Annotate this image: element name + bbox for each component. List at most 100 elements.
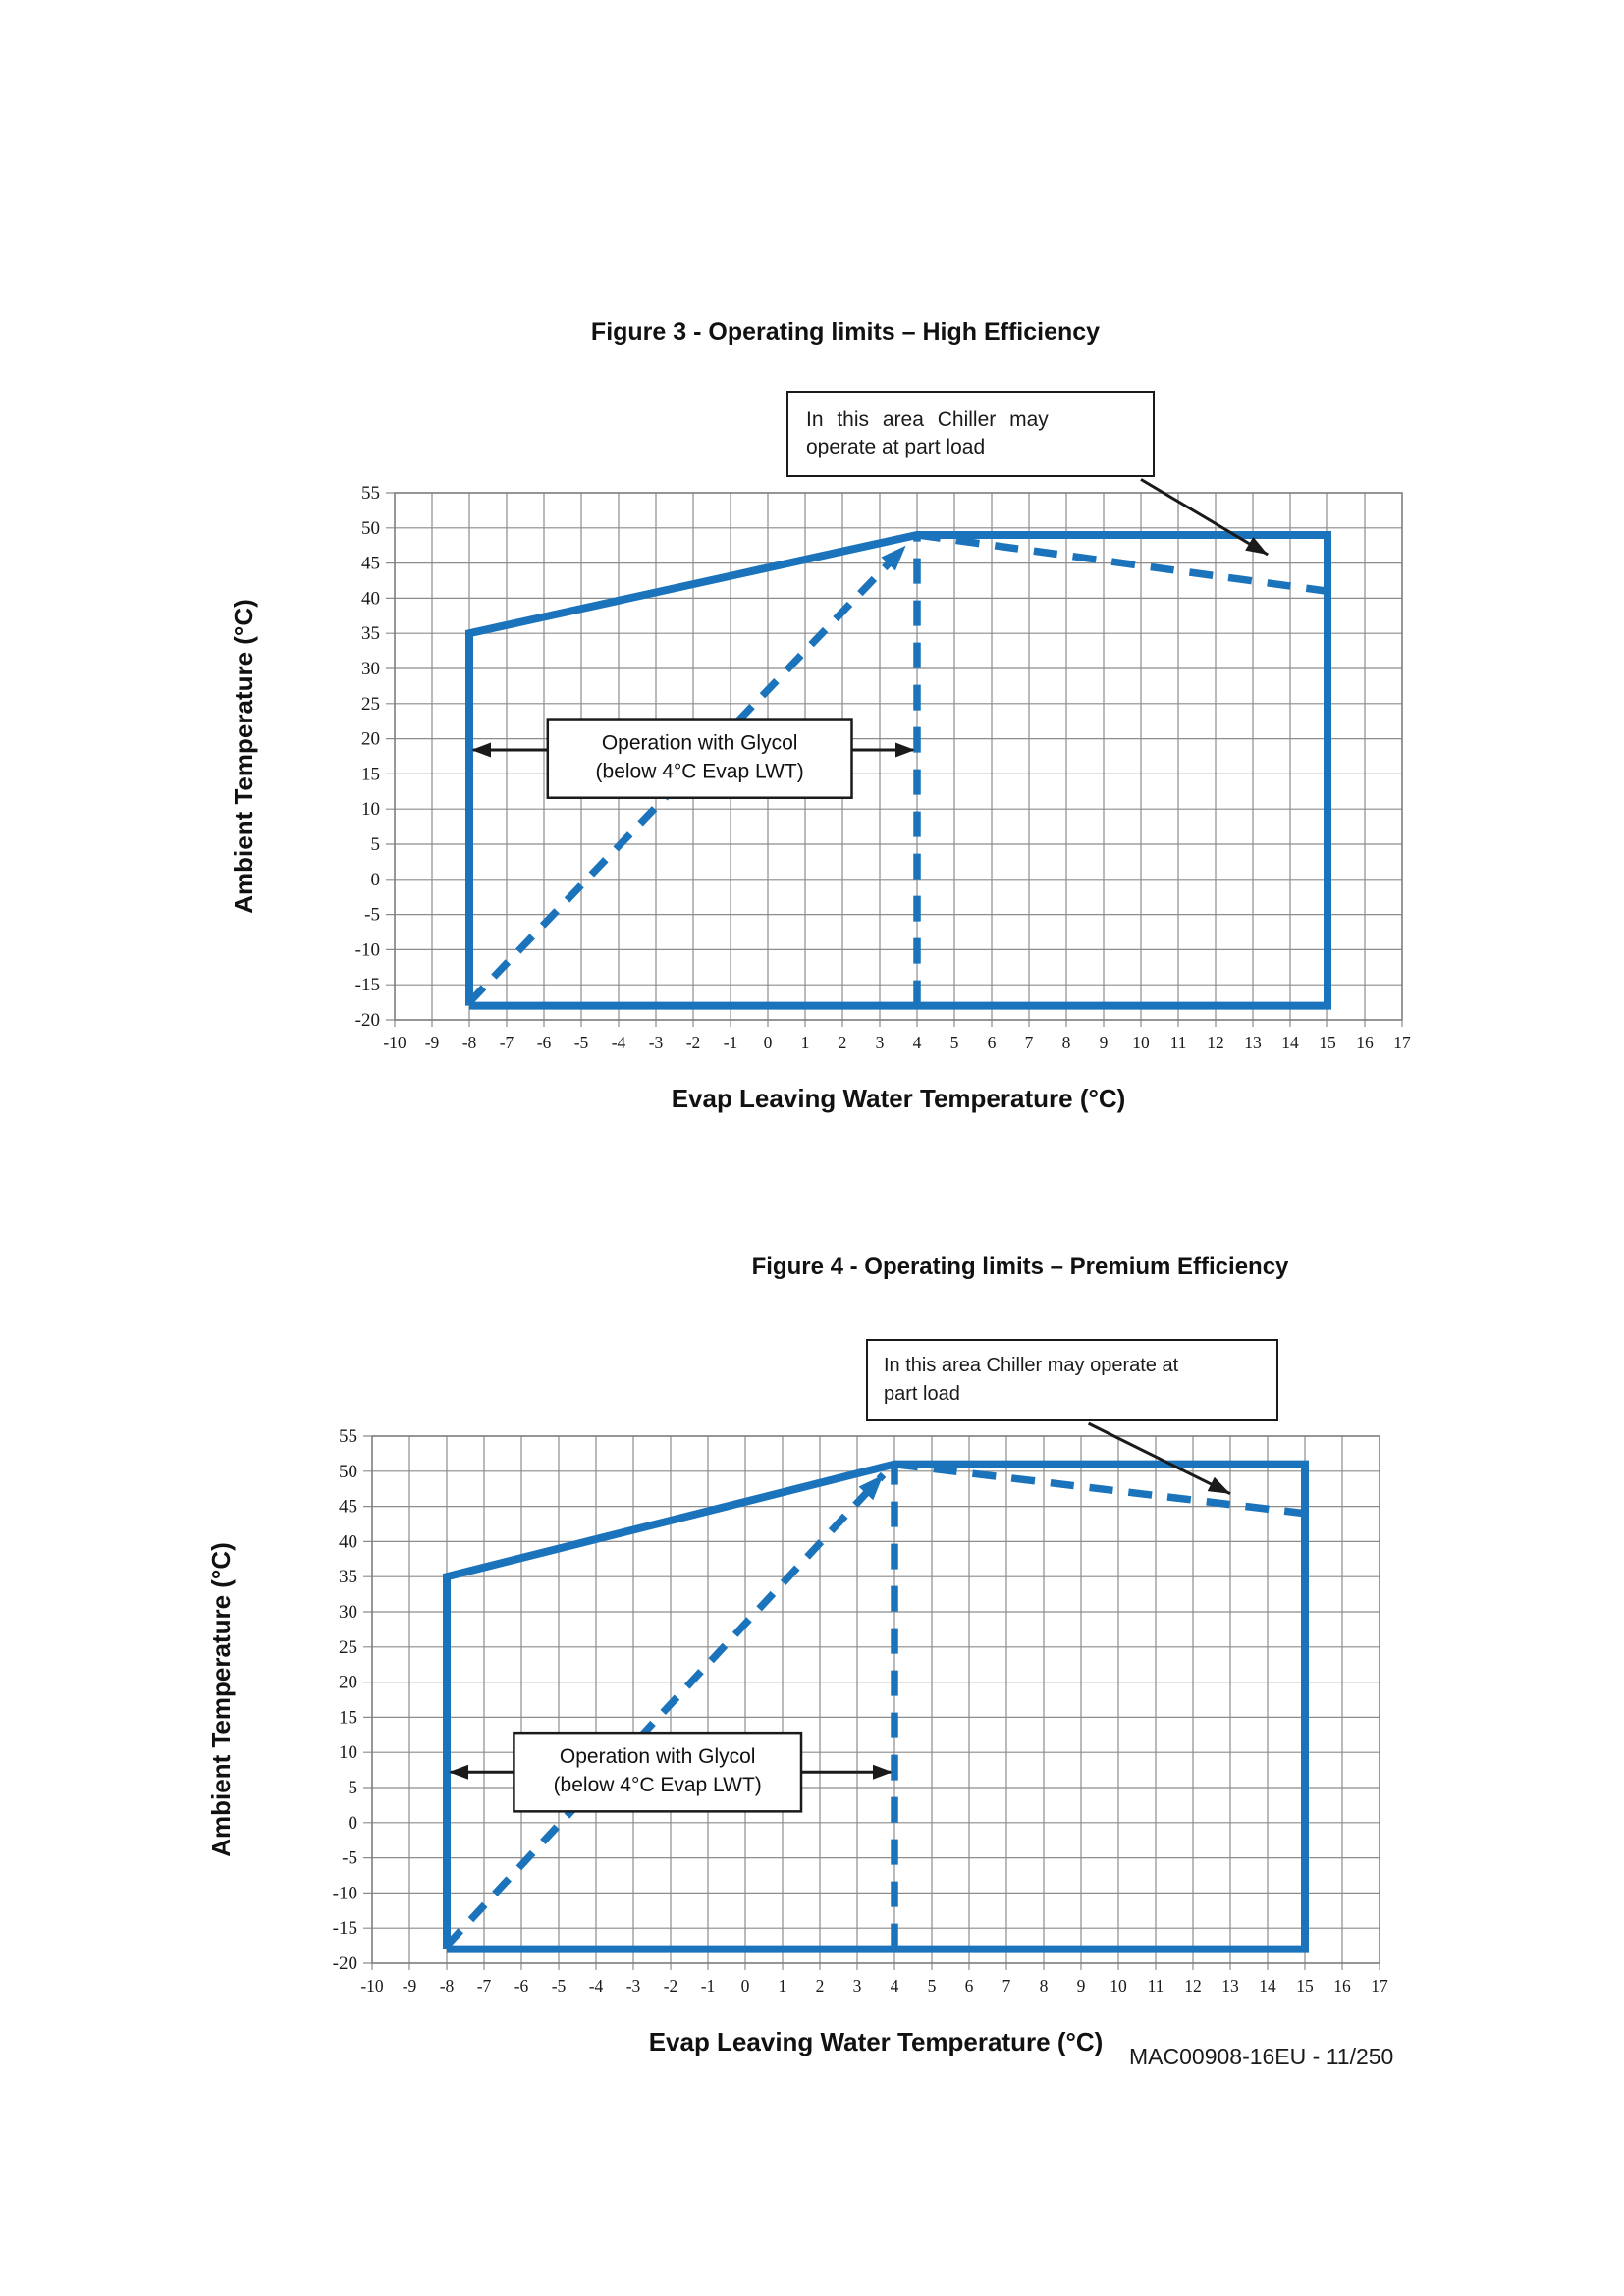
x-tick-label: -2 — [664, 1976, 678, 1996]
figure3-title: Figure 3 - Operating limits – High Effic… — [590, 318, 1101, 346]
y-tick-label: -10 — [333, 1883, 357, 1903]
glycol-box-text: Operation with Glycol — [602, 732, 798, 755]
series-arrowhead — [858, 1474, 884, 1501]
y-tick-label: 5 — [349, 1778, 358, 1798]
y-tick-label: 50 — [339, 1462, 357, 1482]
plot-border — [394, 492, 1403, 1021]
figure4-callout-box: In this area Chiller may operate at part… — [866, 1339, 1278, 1421]
y-tick-label: -5 — [342, 1848, 357, 1869]
glycol-box-text: (below 4°C Evap LWT) — [554, 1774, 762, 1796]
x-tick-label: 3 — [876, 1033, 885, 1052]
figure3-callout-box: In this area Chiller may operate at part… — [786, 391, 1155, 477]
x-tick-label: 9 — [1100, 1033, 1109, 1052]
y-tick-label: 15 — [361, 764, 380, 784]
x-tick-label: -5 — [552, 1976, 567, 1996]
series-part-load-limit — [916, 531, 1328, 595]
y-tick-label: 45 — [361, 554, 380, 574]
y-tick-label: 30 — [361, 659, 380, 679]
x-tick-label: -10 — [360, 1976, 384, 1996]
x-tick-label: -4 — [589, 1976, 604, 1996]
glycol-arrow-left-head — [449, 1764, 468, 1780]
y-tick-label: 55 — [361, 483, 380, 504]
callout-arrow-head — [1207, 1476, 1230, 1494]
x-tick-label: 1 — [779, 1976, 787, 1996]
x-tick-label: 11 — [1170, 1033, 1187, 1052]
figure4-title: Figure 4 - Operating limits – Premium Ef… — [751, 1254, 1289, 1280]
y-tick-label: 40 — [361, 588, 380, 609]
x-tick-label: 5 — [928, 1976, 937, 1996]
x-tick-label: -7 — [477, 1976, 492, 1996]
y-tick-label: 20 — [339, 1673, 357, 1693]
y-axis-label: Ambient Temperature (°C) — [206, 1542, 236, 1857]
x-tick-label: -2 — [686, 1033, 701, 1052]
x-tick-label: -10 — [383, 1033, 406, 1052]
x-tick-label: 13 — [1244, 1033, 1262, 1052]
series-part-load-limit — [893, 1460, 1306, 1518]
x-tick-label: 13 — [1221, 1976, 1239, 1996]
x-tick-label: 17 — [1371, 1976, 1388, 1996]
x-tick-label: 8 — [1040, 1976, 1049, 1996]
x-tick-label: -1 — [724, 1033, 738, 1052]
glycol-box — [546, 718, 853, 799]
y-tick-label: 0 — [349, 1813, 358, 1834]
grid — [386, 492, 1403, 1027]
y-tick-label: 45 — [339, 1497, 357, 1518]
grid — [363, 1435, 1380, 1970]
series-arrowhead — [881, 545, 906, 571]
y-tick-label: 35 — [361, 623, 380, 644]
x-tick-label: -6 — [514, 1976, 529, 1996]
x-tick-label: -5 — [574, 1033, 589, 1052]
y-axis-label: Ambient Temperature (°C) — [229, 599, 258, 914]
x-tick-label: 17 — [1393, 1033, 1411, 1052]
x-tick-labels: -10 -9 -8 -7 -6 -5 -4 -3 -2 -1 0 1 2 3 4 5 6 7 8 9 10 11 12 13 1… — [360, 1976, 1388, 1996]
y-tick-label: -15 — [355, 975, 380, 995]
x-tick-label: 2 — [839, 1033, 847, 1052]
x-tick-label: 4 — [891, 1976, 899, 1996]
callout-text-line: In this area Chiller may — [806, 408, 1049, 431]
y-tick-label: 10 — [361, 799, 380, 820]
series-operating-envelope — [465, 530, 1331, 1010]
y-tick-label: -10 — [355, 939, 380, 960]
glycol-arrow-right-head — [895, 742, 915, 758]
callout-text-line: operate at part load — [806, 436, 986, 458]
x-axis-label: Evap Leaving Water Temperature (°C) — [649, 2027, 1104, 2056]
x-tick-label: 5 — [950, 1033, 959, 1052]
x-tick-label: 16 — [1333, 1976, 1351, 1996]
y-tick-label: 25 — [339, 1637, 357, 1658]
x-tick-label: 9 — [1077, 1976, 1086, 1996]
glycol-arrow-left-head — [471, 742, 491, 758]
x-tick-label: 14 — [1259, 1976, 1276, 1996]
x-tick-label: -6 — [537, 1033, 552, 1052]
callout-arrow — [1140, 478, 1269, 557]
x-tick-label: -3 — [649, 1033, 664, 1052]
callout-arrow — [1087, 1421, 1231, 1496]
glycol-box — [513, 1731, 803, 1813]
y-tick-label: 30 — [339, 1602, 357, 1623]
x-tick-label: 4 — [913, 1033, 922, 1052]
x-tick-label: -1 — [701, 1976, 716, 1996]
x-tick-label: 6 — [965, 1976, 974, 1996]
y-tick-label: 20 — [361, 729, 380, 750]
x-tick-labels: -10 -9 -8 -7 -6 -5 -4 -3 -2 -1 0 1 2 3 4 5 6 7 8 9 10 11 12 13 1… — [383, 1033, 1411, 1052]
y-tick-label: 50 — [361, 518, 380, 539]
y-tick-label: 35 — [339, 1567, 357, 1587]
x-tick-label: -8 — [462, 1033, 477, 1052]
x-tick-label: 7 — [1002, 1976, 1011, 1996]
y-tick-label: 40 — [339, 1531, 357, 1552]
plot-border — [371, 1435, 1380, 1964]
x-tick-label: 15 — [1319, 1033, 1336, 1052]
x-tick-label: -3 — [626, 1976, 641, 1996]
glycol-annotation: Operation with Glycol (below 4°C Evap LWT… — [471, 718, 915, 799]
x-tick-label: 3 — [853, 1976, 862, 1996]
x-tick-label: 12 — [1207, 1033, 1224, 1052]
x-tick-label: 0 — [764, 1033, 773, 1052]
x-tick-label: 0 — [741, 1976, 750, 1996]
y-tick-label: 5 — [371, 834, 381, 855]
glycol-box-text: (below 4°C Evap LWT) — [596, 761, 804, 783]
x-tick-label: -7 — [500, 1033, 514, 1052]
